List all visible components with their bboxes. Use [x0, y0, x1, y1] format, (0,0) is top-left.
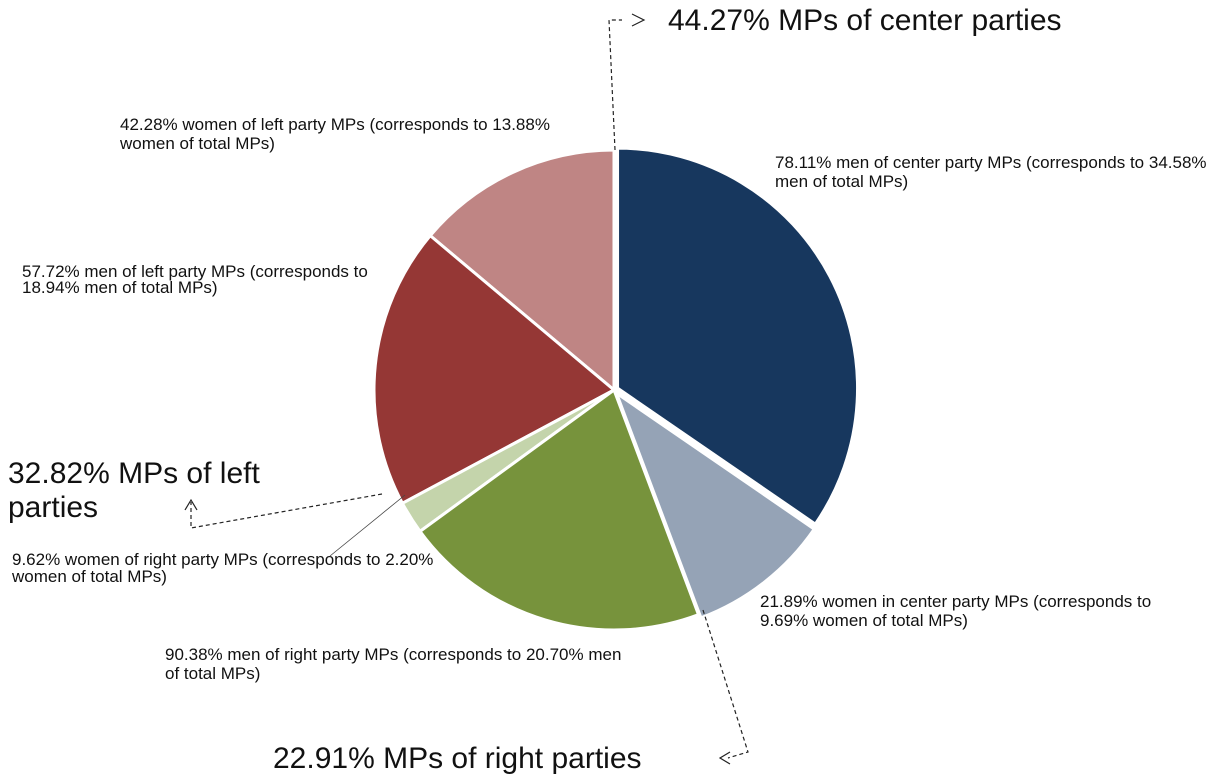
- pie-slice: [613, 389, 817, 620]
- group-annotation: 32.82% MPs of left parties: [8, 457, 260, 524]
- arrow-head: [631, 13, 646, 27]
- callouts: [184, 13, 749, 765]
- pie-slice: [428, 148, 616, 394]
- pie-slice: [616, 146, 859, 527]
- slice-label: 42.28% women of left party MPs (correspo…: [120, 115, 550, 153]
- callout-line: [702, 609, 749, 759]
- arrow-head: [718, 751, 731, 765]
- arrow-head: [184, 498, 198, 511]
- callout-line: [608, 19, 622, 151]
- group-annotation: 44.27% MPs of center parties: [668, 4, 1062, 37]
- slice-label: 9.62% women of right party MPs (correspo…: [12, 550, 434, 586]
- group-annotation: 22.91% MPs of right parties: [273, 742, 642, 775]
- pie-slice: [372, 233, 617, 506]
- slice-label: 78.11% men of center party MPs (correspo…: [775, 153, 1207, 191]
- pie-slice: [417, 387, 701, 632]
- leader-line: [329, 494, 406, 557]
- slice-label: 21.89% women in center party MPs (corres…: [760, 592, 1152, 630]
- slice-label: 90.38% men of right party MPs (correspon…: [165, 645, 622, 683]
- callout-line: [190, 493, 383, 529]
- slice-label: 57.72% men of left party MPs (correspond…: [22, 262, 368, 297]
